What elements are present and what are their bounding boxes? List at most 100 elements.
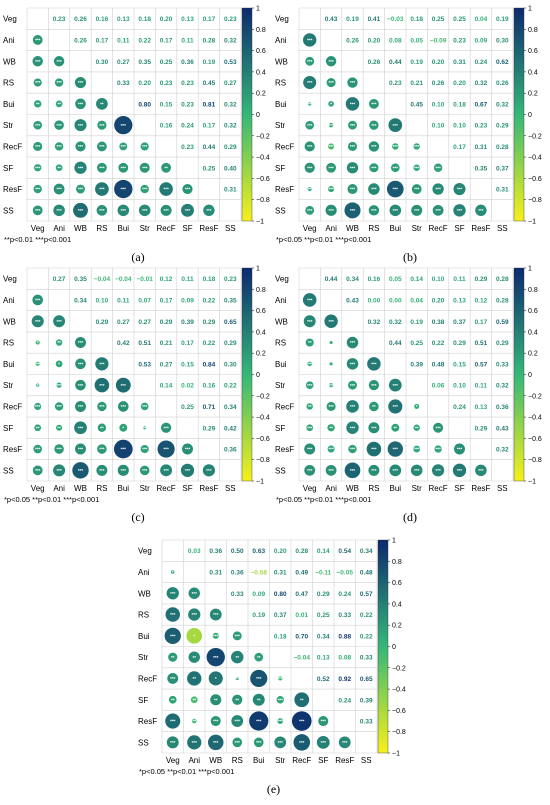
correlation-circle [413,164,420,171]
significance-marker: *** [99,208,105,213]
correlation-value: 0.11 [117,297,130,304]
row-label: RecF [275,402,294,411]
correlation-circle [75,358,86,370]
correlation-circle [389,204,402,217]
colorbar-tick-label: −0.8 [256,197,270,204]
correlation-circle [97,401,107,412]
correlation-circle [55,339,63,346]
significance-marker: *** [457,187,463,192]
correlation-circle [53,464,66,477]
significance-marker: *** [99,383,105,388]
significance-marker: ** [57,340,61,345]
correlation-value: 0.33 [360,655,373,662]
significance-marker: *** [393,187,399,192]
correlation-circle [114,179,133,199]
correlation-value: 0.14 [160,383,173,390]
significance-marker: *** [478,208,484,213]
correlation-value: 0.27 [224,80,237,87]
row-label: RecF [3,142,22,151]
correlation-circle [329,383,334,388]
row-label: SS [275,466,286,475]
correlation-circle [75,443,86,455]
significance-marker: *** [393,208,399,213]
correlation-circle [344,462,361,479]
column-label: WB [74,224,87,233]
correlation-circle [306,403,313,410]
colorbar-tick-label: 1 [528,6,532,13]
significance-marker: *** [299,719,305,724]
correlation-circle [327,424,335,432]
correlation-circle [96,464,108,476]
correlation-value: 0.70 [295,633,308,640]
significance-marker: *** [35,468,41,473]
significance-marker: *** [435,208,441,213]
colorbar [377,539,389,754]
column-label: Bui [390,224,402,233]
significance-marker: *** [170,633,176,638]
correlation-value: 0.29 [160,319,173,326]
correlation-value: −0.04 [294,655,311,662]
correlation-circle [119,423,128,432]
correlation-circle [139,465,150,476]
significance-marker: *** [414,208,420,213]
correlation-circle [388,399,403,414]
significance-marker: *** [371,187,377,192]
significance-marker: ** [372,404,376,409]
correlation-circle [118,162,129,173]
significance-marker: *** [328,144,334,149]
correlation-circle [368,422,380,434]
row-label: Bui [3,360,15,369]
correlation-value: 0.08 [389,37,402,44]
correlation-circle [36,383,40,387]
colorbar [241,267,253,482]
column-label: RS [232,756,243,765]
correlation-value: 0.32 [224,123,237,130]
correlation-value: 0.11 [117,37,130,44]
significance-marker: *** [328,80,334,85]
significance-marker: *** [350,468,356,473]
correlation-circle [54,402,64,411]
correlation-circle [32,294,44,306]
correlation-value: 0.20 [274,548,287,555]
correlation-circle [413,424,420,431]
significance-marker: * [58,361,60,366]
correlation-value: 0.15 [453,361,466,368]
significance-marker: * [37,383,39,388]
significance-marker: ** [57,165,61,170]
correlation-circle [53,315,66,328]
correlation-value: 0.22 [203,297,216,304]
correlation-circle [168,695,177,704]
correlation-value: 0.32 [475,80,488,87]
row-label: Veg [3,275,17,284]
significance-marker: *** [371,208,377,213]
correlation-value: 0.45 [410,101,423,108]
correlation-value: 0.35 [138,59,151,66]
significance-marker: *** [371,468,377,473]
correlation-circle [433,163,443,172]
significance-marker: *** [393,165,399,170]
correlation-value: 0.23 [224,16,237,23]
correlation-circle [33,141,43,152]
significance-marker: *** [163,187,169,192]
significance-marker: *** [121,144,127,149]
row-label: SF [138,696,148,705]
significance-marker: *** [99,468,105,473]
row-label: RecF [3,402,22,411]
correlation-circle [346,336,359,349]
colorbar-tick-label: 0.2 [528,351,538,358]
significance-marker: *** [78,425,84,430]
correlation-circle [346,358,359,370]
correlation-value: 0.17 [160,297,173,304]
correlation-value: 0.42 [224,425,237,432]
row-label: Veg [275,15,289,24]
significance-marker: *** [56,404,62,409]
correlation-circle [305,338,314,347]
correlation-circle [307,102,312,106]
correlation-value: 0.25 [181,404,194,411]
correlation-circle [368,464,380,476]
row-label: WB [275,57,288,66]
correlation-value: 0.22 [432,340,445,347]
row-label: Str [275,381,286,390]
panel-label: (a) [131,250,144,264]
correlation-value: 0.92 [338,676,351,683]
